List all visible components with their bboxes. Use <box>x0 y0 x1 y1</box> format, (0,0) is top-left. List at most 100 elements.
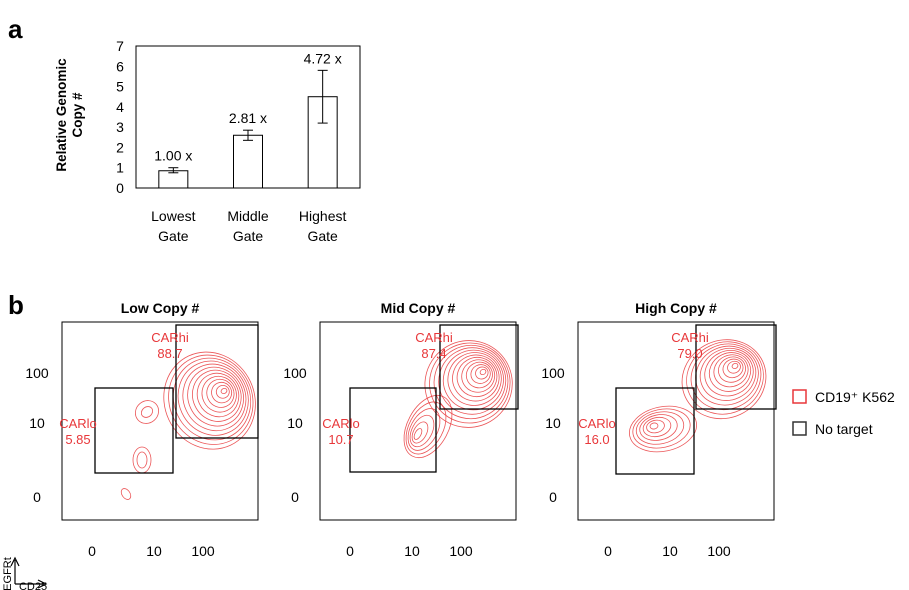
flow-y-tick-label: 100 <box>541 365 565 381</box>
bar-y-tick-label: 3 <box>116 119 124 135</box>
contour-line <box>409 414 435 448</box>
bar-y-tick-label: 6 <box>116 58 124 74</box>
flow-x-tick-label: 10 <box>404 543 420 559</box>
contour-line <box>461 359 496 393</box>
contour-line <box>713 354 749 388</box>
contour-line <box>681 339 767 420</box>
bar <box>158 170 189 189</box>
gate-car-lo <box>349 387 437 473</box>
flow-y-tick-label: 100 <box>283 365 307 381</box>
legend-label-cd19-k562: CD19⁺ K562 <box>815 389 895 405</box>
flow-x-tick-label: 100 <box>191 543 215 559</box>
gate-car-hi <box>695 324 777 410</box>
contour-line <box>708 352 752 392</box>
contour-line <box>172 357 252 441</box>
flow-y-tick-label: 0 <box>549 489 557 505</box>
bar-y-tick-label: 2 <box>116 139 124 155</box>
bar-y-tick-label: 4 <box>116 99 124 115</box>
contour-line <box>132 446 152 474</box>
axis-key-x-label: CD25 <box>19 581 47 590</box>
gate-hi-label: CARhi <box>151 330 189 345</box>
flow-x-tick-label: 0 <box>604 543 612 559</box>
flow-y-tick-label: 0 <box>291 489 299 505</box>
bar-chart-x-labels: Lowest Gate Middle Gate Highest Gate <box>151 208 346 244</box>
gate-hi-label: CARhi <box>415 330 453 345</box>
contour-line <box>475 366 489 380</box>
flow-x-tick-label: 100 <box>707 543 731 559</box>
contour-line <box>447 352 502 406</box>
contour-line <box>635 411 685 445</box>
contour-line <box>220 388 228 394</box>
legend: CD19⁺ K562 No target <box>792 389 895 437</box>
contour-line <box>201 375 237 413</box>
contour-line <box>120 488 132 500</box>
contour-series <box>403 340 513 459</box>
panel-a-ylabel-line1: Relative Genomic <box>54 58 69 172</box>
contour-series <box>120 351 256 500</box>
flow-y-tick-label: 0 <box>33 489 41 505</box>
contour-line <box>433 344 509 420</box>
flow-x-tick-label: 100 <box>449 543 473 559</box>
panel-a-letter: a <box>8 14 23 44</box>
flow-y-tick-label: 10 <box>29 415 45 431</box>
contour-line <box>140 406 154 418</box>
gate-hi-value: 79.0 <box>677 346 702 361</box>
contour-line <box>452 354 500 402</box>
panel-b-letter: b <box>8 290 24 320</box>
contour-line <box>424 340 513 428</box>
bar-category-label: Lowest <box>151 208 195 224</box>
gate-lo-label: CARlo <box>322 416 360 431</box>
bar-y-tick-label: 1 <box>116 160 124 176</box>
flow-y-tick-label: 10 <box>287 415 303 431</box>
contour-line <box>438 347 507 415</box>
bar-data-label: 2.81 x <box>229 110 267 126</box>
bar-category-label: Gate <box>158 228 189 244</box>
contour-line <box>718 356 746 383</box>
gate-lo-value: 5.85 <box>65 432 90 447</box>
contour-line <box>722 358 744 379</box>
contour-line <box>163 351 256 450</box>
gate-car-hi <box>175 324 259 439</box>
contour-line <box>479 368 487 376</box>
bar-category-label: Gate <box>307 228 338 244</box>
contour-line <box>629 405 697 453</box>
gate-lo-label: CARlo <box>59 416 97 431</box>
contour-line <box>456 356 498 398</box>
bar-data-label: 4.72 x <box>304 50 342 66</box>
legend-swatch-no-target <box>792 421 807 436</box>
flow-x-tick-label: 10 <box>662 543 678 559</box>
contour-line <box>405 401 447 455</box>
contour-line <box>413 428 423 440</box>
contour-line <box>211 381 233 404</box>
contour-line <box>731 363 739 369</box>
contour-line <box>206 378 235 408</box>
contour-line <box>411 421 429 444</box>
axis-key: EGFRt CD25 <box>2 556 48 590</box>
contour-line <box>442 349 504 411</box>
gate-hi-value: 88.7 <box>157 346 182 361</box>
flow-plot-title: High Copy # <box>635 300 717 316</box>
flow-plot-title: Low Copy # <box>121 300 200 316</box>
contour-line <box>639 414 678 441</box>
contour-line <box>192 369 242 422</box>
flow-y-tick-label: 100 <box>25 365 49 381</box>
contour-line <box>646 419 665 434</box>
flow-plot-title: Mid Copy # <box>381 300 456 316</box>
contour-line <box>136 451 148 469</box>
bar-category-label: Highest <box>299 208 347 224</box>
flow-plot-frame <box>577 321 775 521</box>
bar-category-label: Middle <box>227 208 268 224</box>
gate-car-lo <box>94 387 174 474</box>
flow-x-tick-label: 0 <box>346 543 354 559</box>
gate-car-hi <box>439 324 519 410</box>
flow-x-tick-label: 10 <box>146 543 162 559</box>
contour-line <box>699 347 757 401</box>
bar-category-label: Gate <box>233 228 264 244</box>
contour-line <box>187 366 244 427</box>
contour-line <box>403 394 453 459</box>
bar-chart-y-ticks: 0 1 2 3 4 5 6 7 <box>116 38 124 196</box>
axis-key-x-arrowhead <box>37 579 48 589</box>
